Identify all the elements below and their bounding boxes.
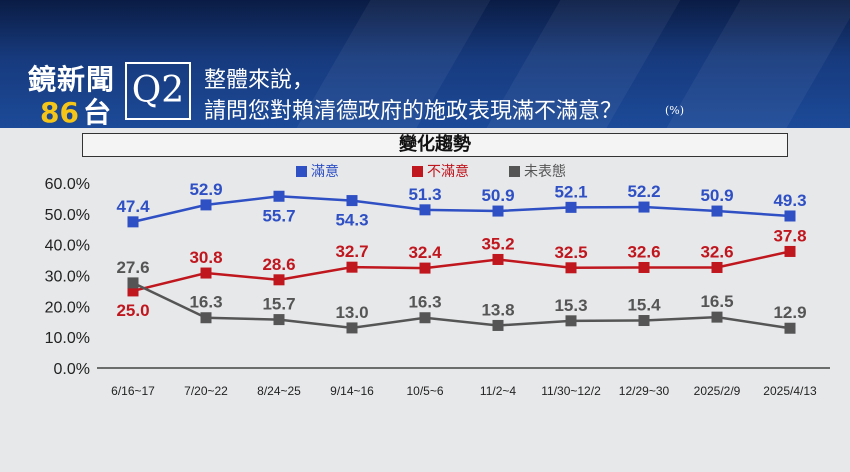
x-tick-label: 8/24~25 xyxy=(257,384,301,398)
data-label: 55.7 xyxy=(262,206,295,225)
data-point-marker xyxy=(273,190,285,202)
data-label: 37.8 xyxy=(773,226,806,245)
question-label: Q2 xyxy=(125,62,191,120)
data-label: 15.3 xyxy=(554,296,587,315)
data-point-marker xyxy=(419,312,431,324)
series-line xyxy=(132,250,791,293)
data-label: 15.7 xyxy=(262,295,295,314)
y-tick-label: 60.0% xyxy=(45,176,90,193)
series-line xyxy=(132,281,791,330)
data-point-marker xyxy=(273,274,285,286)
data-label: 52.9 xyxy=(189,180,222,199)
x-tick-label: 6/16~17 xyxy=(111,384,155,398)
data-label: 32.6 xyxy=(700,242,733,261)
data-label: 52.2 xyxy=(627,182,660,201)
data-label: 12.9 xyxy=(773,303,806,322)
series-line xyxy=(132,195,791,224)
data-point-marker xyxy=(419,262,431,274)
data-label: 28.6 xyxy=(262,255,295,274)
data-label: 32.6 xyxy=(627,242,660,261)
unit-label: (%) xyxy=(665,104,685,117)
question-line-2: 請問您對賴清德政府的施政表現滿不滿意？ xyxy=(204,99,623,124)
data-label: 47.4 xyxy=(116,197,150,216)
data-point-marker xyxy=(711,311,723,323)
data-point-marker xyxy=(784,322,796,334)
data-label: 32.4 xyxy=(408,243,442,262)
data-point-marker xyxy=(711,205,723,217)
legend-label: 滿意 xyxy=(311,163,339,180)
data-label: 54.3 xyxy=(335,211,368,230)
data-point-marker xyxy=(127,216,139,228)
brand-channel-suffix: 台 xyxy=(82,96,111,128)
data-label: 16.3 xyxy=(408,293,441,312)
data-label: 13.8 xyxy=(481,300,514,319)
y-tick-label: 30.0% xyxy=(45,269,90,286)
data-label: 50.9 xyxy=(481,186,514,205)
legend-label: 不滿意 xyxy=(427,163,469,180)
data-label: 51.3 xyxy=(408,185,441,204)
data-label: 27.6 xyxy=(116,258,149,277)
data-label: 32.7 xyxy=(335,242,368,261)
y-tick-label: 20.0% xyxy=(45,299,90,316)
data-point-marker xyxy=(200,199,212,211)
x-tick-label: 10/5~6 xyxy=(406,384,443,398)
data-label: 50.9 xyxy=(700,186,733,205)
data-point-marker xyxy=(127,277,139,289)
data-point-marker xyxy=(200,312,212,324)
x-tick-label: 12/29~30 xyxy=(619,384,670,398)
header-banner: 鏡新聞 86 台 Q2 整體來說， 請問您對賴清德政府的施政表現滿不滿意？ (%) xyxy=(0,0,850,128)
data-point-marker xyxy=(565,315,577,327)
data-point-marker xyxy=(346,322,358,334)
data-point-marker xyxy=(784,245,796,257)
brand-channel-number: 86 xyxy=(40,96,79,128)
x-tick-label: 9/14~16 xyxy=(330,384,374,398)
brand-name: 鏡新聞 xyxy=(28,63,116,96)
data-label: 16.3 xyxy=(189,293,222,312)
data-point-marker xyxy=(711,261,723,273)
data-point-marker xyxy=(127,285,139,297)
data-point-marker xyxy=(346,195,358,207)
legend-swatch xyxy=(509,166,520,177)
data-point-marker xyxy=(638,261,650,273)
data-label: 32.5 xyxy=(554,243,587,262)
data-point-marker xyxy=(346,261,358,273)
data-label: 52.1 xyxy=(554,182,587,201)
x-tick-label: 2025/2/9 xyxy=(694,384,741,398)
data-label: 35.2 xyxy=(481,234,514,253)
data-point-marker xyxy=(565,262,577,274)
question-line-1: 整體來說， xyxy=(204,68,315,93)
data-point-marker xyxy=(492,205,504,217)
x-tick-label: 7/20~22 xyxy=(184,384,228,398)
data-point-marker xyxy=(273,314,285,326)
data-point-marker xyxy=(492,319,504,331)
y-tick-label: 10.0% xyxy=(45,330,90,347)
legend-swatch xyxy=(296,166,307,177)
data-point-marker xyxy=(638,201,650,213)
data-label: 30.8 xyxy=(189,248,222,267)
data-point-marker xyxy=(492,253,504,265)
chart-title: 變化趨勢 xyxy=(82,133,788,157)
data-point-marker xyxy=(419,204,431,216)
legend-swatch xyxy=(412,166,423,177)
y-tick-label: 50.0% xyxy=(45,207,90,224)
data-point-marker xyxy=(784,210,796,222)
y-tick-label: 0.0% xyxy=(54,361,90,378)
x-tick-label: 11/2~4 xyxy=(480,384,516,398)
data-point-marker xyxy=(565,201,577,213)
y-tick-label: 40.0% xyxy=(45,238,90,255)
data-label: 49.3 xyxy=(773,191,806,210)
x-tick-label: 2025/4/13 xyxy=(763,384,817,398)
data-label: 13.0 xyxy=(335,303,368,322)
data-label: 16.5 xyxy=(700,292,733,311)
data-label: 25.0 xyxy=(116,301,149,320)
legend-label: 未表態 xyxy=(524,164,566,180)
data-point-marker xyxy=(638,315,650,327)
data-label: 15.4 xyxy=(627,296,661,315)
data-point-marker xyxy=(200,267,212,279)
x-tick-label: 11/30~12/2 xyxy=(541,384,601,398)
brand-channel: 86 台 xyxy=(40,91,111,128)
